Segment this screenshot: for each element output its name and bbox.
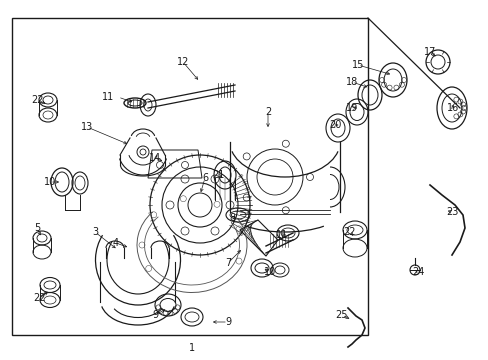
Text: 22: 22 xyxy=(34,293,46,303)
Text: 18: 18 xyxy=(345,77,357,87)
Text: 15: 15 xyxy=(351,60,364,70)
Text: 23: 23 xyxy=(445,207,457,217)
Text: 13: 13 xyxy=(81,122,93,132)
Text: 22: 22 xyxy=(32,95,44,105)
Text: 12: 12 xyxy=(177,57,189,67)
Text: 11: 11 xyxy=(102,92,114,102)
Text: 19: 19 xyxy=(345,103,357,113)
Text: 10: 10 xyxy=(264,267,276,277)
Text: 21: 21 xyxy=(211,170,224,180)
Text: 24: 24 xyxy=(411,267,423,277)
Text: 9: 9 xyxy=(224,317,231,327)
Text: 3: 3 xyxy=(92,227,98,237)
Text: 10: 10 xyxy=(44,177,56,187)
Text: 2: 2 xyxy=(264,107,270,117)
Text: 4: 4 xyxy=(113,238,119,248)
Text: 25: 25 xyxy=(335,310,347,320)
Text: 16: 16 xyxy=(446,103,458,113)
Text: 22: 22 xyxy=(343,227,356,237)
Text: 14: 14 xyxy=(148,153,161,163)
Text: 5: 5 xyxy=(34,223,40,233)
Text: 8: 8 xyxy=(228,213,235,223)
Text: 17: 17 xyxy=(423,47,435,57)
Text: 20: 20 xyxy=(328,120,341,130)
Text: 1: 1 xyxy=(188,343,195,353)
Text: 6: 6 xyxy=(202,173,207,183)
Text: 9: 9 xyxy=(152,310,158,320)
Text: 7: 7 xyxy=(224,258,231,268)
Text: 11: 11 xyxy=(275,230,287,240)
